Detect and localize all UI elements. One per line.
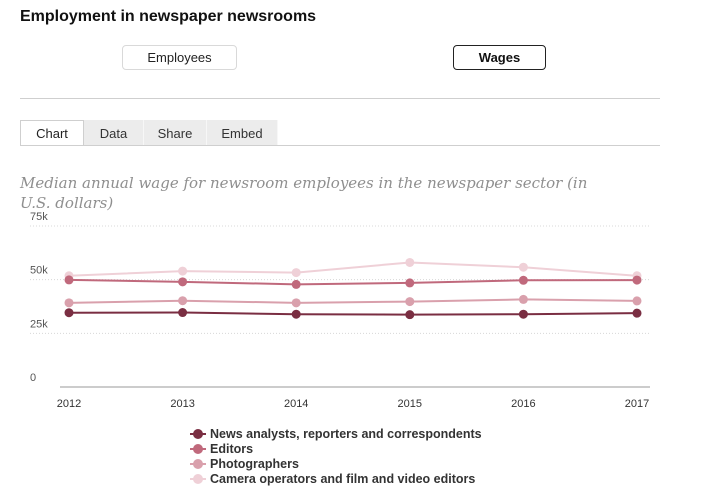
data-point[interactable] xyxy=(405,297,415,307)
chart-axes: 0 25k 50k 75k 2012 2013 2014 2015 2016 2017 xyxy=(30,211,650,410)
employees-toggle-button[interactable]: Employees xyxy=(122,45,237,70)
legend-label: Editors xyxy=(210,441,254,456)
data-point[interactable] xyxy=(518,275,528,285)
legend-marker-icon xyxy=(190,428,206,439)
legend-label: Camera operators and film and video edit… xyxy=(210,471,476,486)
y-tick-label: 50k xyxy=(30,265,48,277)
x-tick-label: 2017 xyxy=(625,398,649,410)
tab-share[interactable]: Share xyxy=(144,120,207,146)
data-point[interactable] xyxy=(518,262,528,272)
series-line xyxy=(68,261,638,277)
tab-chart[interactable]: Chart xyxy=(20,120,84,146)
series-line xyxy=(68,311,638,316)
section-divider xyxy=(20,98,660,99)
legend-label: Photographers xyxy=(210,456,299,471)
x-tick-label: 2014 xyxy=(284,398,308,410)
legend-marker-icon xyxy=(190,458,206,469)
x-tick-label: 2015 xyxy=(398,398,422,410)
page-title: Employment in newspaper newsrooms xyxy=(20,8,317,25)
x-tick-label: 2012 xyxy=(57,398,81,410)
y-tick-label: 0 xyxy=(30,372,36,384)
tabs-underline xyxy=(20,145,660,146)
data-point[interactable] xyxy=(291,268,301,278)
tab-embed[interactable]: Embed xyxy=(207,120,278,146)
legend-item[interactable]: News analysts, reporters and corresponde… xyxy=(190,426,482,441)
data-point[interactable] xyxy=(405,278,415,288)
tab-data[interactable]: Data xyxy=(84,120,144,146)
data-point[interactable] xyxy=(405,257,415,267)
x-tick-label: 2013 xyxy=(170,398,194,410)
x-tick-label: 2016 xyxy=(511,398,535,410)
legend-item[interactable]: Camera operators and film and video edit… xyxy=(190,471,482,486)
legend-label: News analysts, reporters and corresponde… xyxy=(210,426,482,441)
data-point[interactable] xyxy=(291,298,301,308)
data-point[interactable] xyxy=(291,309,301,319)
y-tick-label: 75k xyxy=(30,211,48,223)
legend-marker-icon xyxy=(190,473,206,484)
data-point[interactable] xyxy=(178,266,188,276)
data-point[interactable] xyxy=(64,275,74,285)
wages-toggle-button[interactable]: Wages xyxy=(453,45,546,70)
data-point[interactable] xyxy=(178,308,188,318)
data-point[interactable] xyxy=(632,275,642,285)
tab-bar: Chart Data Share Embed xyxy=(20,120,278,146)
data-point[interactable] xyxy=(632,296,642,306)
data-point[interactable] xyxy=(518,294,528,304)
legend-item[interactable]: Editors xyxy=(190,441,482,456)
chart-series xyxy=(64,257,642,320)
data-point[interactable] xyxy=(632,308,642,318)
series-line xyxy=(68,298,638,304)
y-tick-label: 25k xyxy=(30,318,48,330)
data-point[interactable] xyxy=(405,310,415,320)
series-line xyxy=(68,278,638,286)
chart-legend: News analysts, reporters and corresponde… xyxy=(190,426,482,486)
data-point[interactable] xyxy=(178,296,188,306)
data-point[interactable] xyxy=(178,277,188,287)
legend-item[interactable]: Photographers xyxy=(190,456,482,471)
data-point[interactable] xyxy=(291,279,301,289)
data-point[interactable] xyxy=(64,308,74,318)
data-point[interactable] xyxy=(518,309,528,319)
data-point[interactable] xyxy=(64,298,74,308)
legend-marker-icon xyxy=(190,443,206,454)
chart-title: Median annual wage for newsroom employee… xyxy=(20,174,588,212)
